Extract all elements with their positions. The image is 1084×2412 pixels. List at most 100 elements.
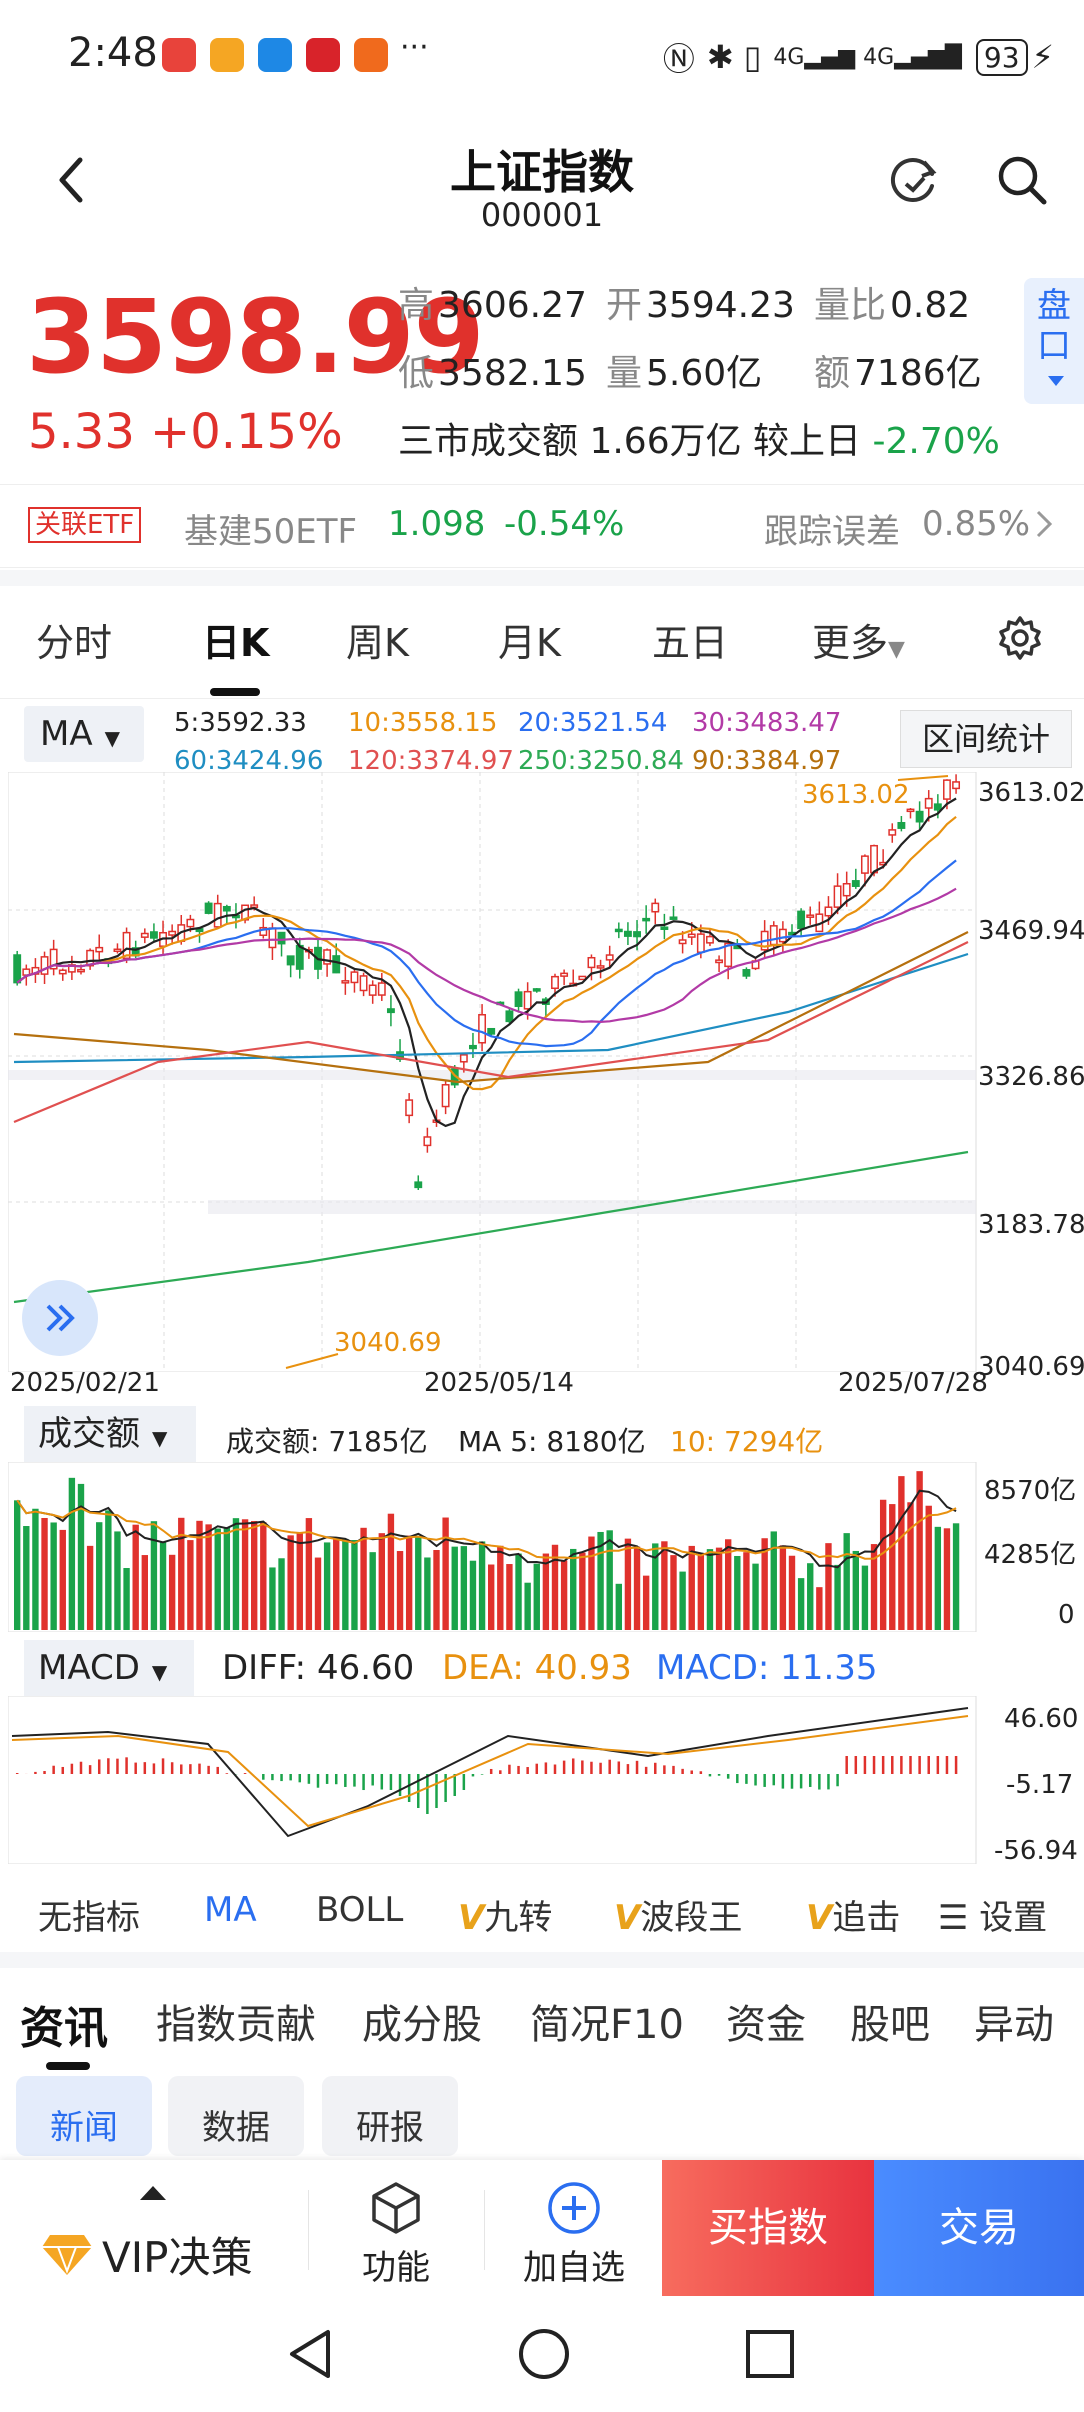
nav-back-button[interactable] (284, 2326, 336, 2386)
volume-bar (123, 1568, 130, 1630)
add-watchlist-button[interactable]: 加自选 (514, 2180, 634, 2289)
subtab-data[interactable]: 数据 (168, 2076, 304, 2156)
volume-bar (615, 1583, 622, 1630)
tab-monthly-k[interactable]: 月K (498, 621, 561, 665)
trade-button[interactable]: 交易 (874, 2160, 1084, 2296)
vip-v-icon: V (614, 1898, 641, 1938)
subtab-news[interactable]: 新闻 (16, 2076, 152, 2156)
volume-bar (679, 1571, 686, 1630)
signal-icon-2: 4G▂▄▆█ (863, 44, 962, 70)
candlestick (31, 958, 40, 983)
volume-bar (305, 1518, 313, 1630)
nfc-icon: Ⓝ (662, 40, 695, 78)
vip-v-icon: V (806, 1898, 833, 1938)
candlestick (560, 969, 569, 986)
subtab-research[interactable]: 研报 (322, 2076, 458, 2156)
candlestick (623, 922, 632, 946)
volume-bar (442, 1517, 449, 1630)
nav-home-button[interactable] (516, 2326, 572, 2386)
function-button[interactable]: 功能 (354, 2180, 438, 2289)
volume-bar (214, 1528, 221, 1630)
macd-chart[interactable] (8, 1696, 978, 1864)
candlestick (204, 901, 213, 915)
refresh-button[interactable] (886, 152, 942, 208)
tab-index-contribution[interactable]: 指数贡献 (156, 2002, 316, 2048)
candlestick (742, 967, 751, 979)
volume-bar (560, 1560, 568, 1630)
candlestick (377, 972, 386, 1001)
divider (484, 2190, 485, 2270)
tab-constituents[interactable]: 成分股 (362, 2002, 482, 2048)
volume-bar (542, 1553, 550, 1630)
indicator-settings-button[interactable]: ☰ 设置 (932, 1890, 1048, 1939)
volume-ma10: 10: 7294亿 (670, 1425, 824, 1458)
buy-index-button[interactable]: 买指数 (662, 2160, 874, 2296)
axis-label: 4285亿 (984, 1540, 1077, 1570)
volume-chart[interactable] (8, 1462, 978, 1632)
volume-bar (725, 1539, 732, 1630)
macd-value: MACD: 11.35 (656, 1648, 878, 1688)
candlestick (478, 1004, 487, 1052)
stat-amount: 额 7186亿 (814, 353, 982, 394)
nav-recents-button[interactable] (744, 2328, 796, 2384)
volume-bar (743, 1552, 750, 1630)
volume-bar (68, 1477, 76, 1630)
related-etf-bar[interactable] (0, 484, 1084, 568)
candlestick (405, 1093, 414, 1124)
indicator-jiuzhuan[interactable]: V九转 (458, 1898, 553, 1938)
dea-line (11, 1715, 969, 1828)
macd-selector[interactable]: MACD ▼ (24, 1640, 194, 1696)
range-stats-button[interactable]: 区间统计 (900, 710, 1072, 768)
indicator-boduanwang[interactable]: V波段王 (614, 1898, 743, 1938)
volume-bar (14, 1500, 21, 1630)
indicator-zhuiji[interactable]: V追击 (806, 1898, 901, 1938)
volume-bar (114, 1531, 121, 1630)
tab-forum[interactable]: 股吧 (850, 2002, 930, 2048)
search-button[interactable] (994, 152, 1050, 208)
candlestick (897, 816, 906, 832)
volume-bar (351, 1540, 358, 1630)
volume-bar (287, 1535, 294, 1630)
chart-settings-button[interactable] (996, 614, 1044, 666)
tab-f10[interactable]: 简况F10 (530, 2002, 684, 2048)
back-button[interactable] (50, 150, 94, 210)
volume-bar (797, 1578, 805, 1630)
signal-icon: 4G▂▄▆ (773, 44, 856, 70)
tracking-error-label: 跟踪误差 (764, 512, 900, 552)
volume-bar (77, 1483, 85, 1630)
candlestick (806, 906, 815, 925)
expand-chart-button[interactable] (22, 1280, 98, 1356)
divider (308, 2190, 309, 2270)
ma10-value: 10:3558.15 (348, 708, 498, 738)
tab-news[interactable]: 资讯 (20, 2003, 108, 2054)
etf-name: 基建50ETF (184, 512, 358, 552)
candlestick (614, 922, 623, 939)
tab-five-day[interactable]: 五日 (652, 621, 729, 665)
tab-daily-k[interactable]: 日K (202, 621, 270, 665)
volume-bar (934, 1526, 942, 1630)
double-chevron-right-icon (46, 1304, 75, 1332)
tab-funds[interactable]: 资金 (726, 2002, 806, 2048)
search-icon (998, 156, 1047, 205)
tab-weekly-k[interactable]: 周K (346, 621, 409, 665)
volume-bar (478, 1541, 486, 1630)
vip-decision-button[interactable]: VIP决策 (40, 2224, 252, 2285)
tab-intraday[interactable]: 分时 (36, 621, 113, 665)
tab-movement[interactable]: 异动 (974, 2002, 1054, 2048)
indicator-boll[interactable]: BOLL (316, 1890, 404, 1930)
tab-more[interactable]: 更多▼ (812, 621, 905, 665)
max-price-label: 3613.02 (802, 780, 910, 810)
plus-circle-icon (548, 2182, 600, 2234)
volume-bar (706, 1549, 714, 1630)
volume-bar (251, 1521, 258, 1630)
candlestick (642, 905, 651, 934)
indicator-none[interactable]: 无指标 (38, 1898, 140, 1938)
volume-bar (715, 1547, 723, 1630)
kline-chart[interactable] (8, 772, 978, 1372)
indicator-ma[interactable]: MA (204, 1890, 257, 1930)
volume-selector[interactable]: 成交额 ▼ (24, 1406, 196, 1462)
candlestick (669, 906, 678, 920)
candlestick (414, 1175, 423, 1190)
ma-selector[interactable]: MA ▼ (24, 706, 144, 762)
candlestick (706, 928, 714, 947)
